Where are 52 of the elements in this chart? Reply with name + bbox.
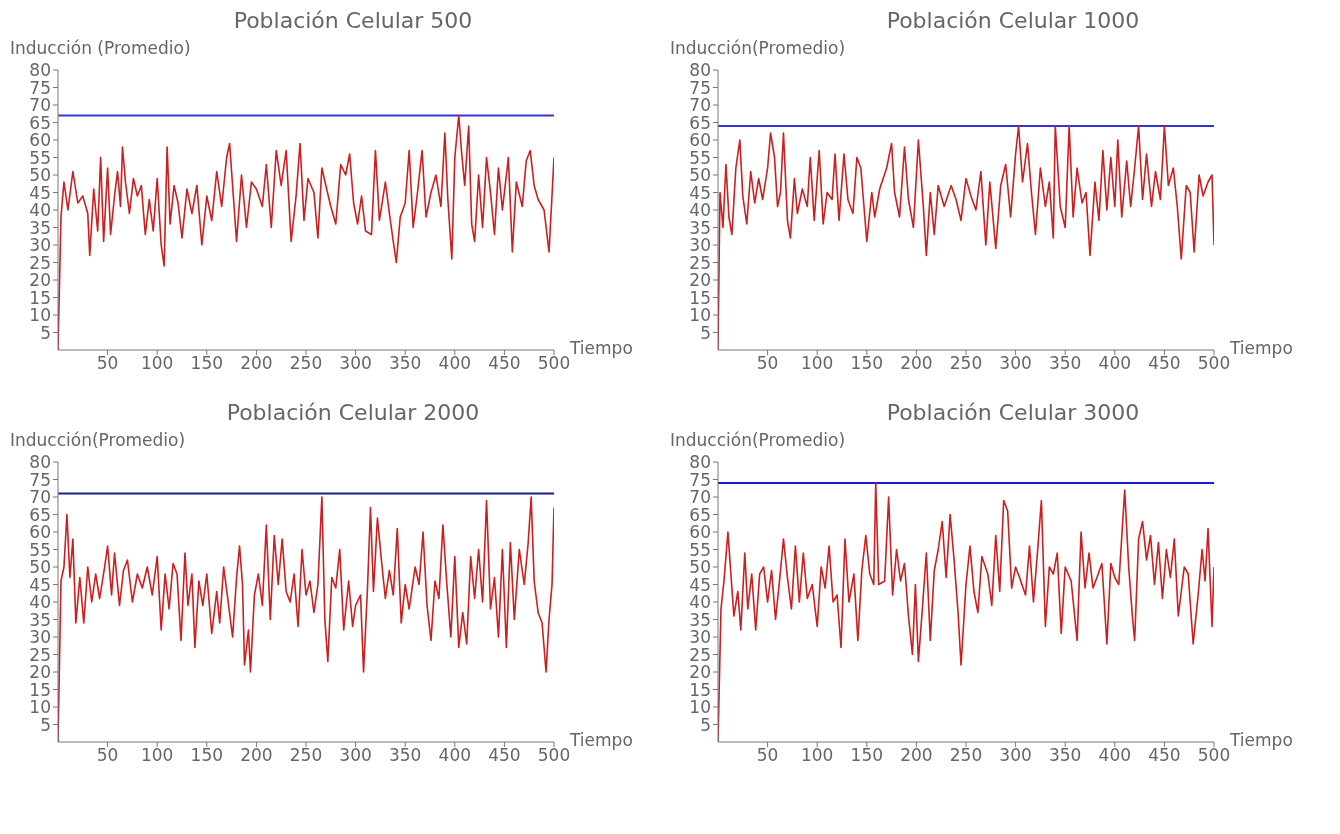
chart-title: Población Celular 3000 <box>885 400 1141 427</box>
x-tick-label: 450 <box>1148 745 1181 766</box>
x-tick-label: 500 <box>1197 745 1231 766</box>
x-tick-label: 300 <box>999 745 1032 766</box>
x-tick-label: 200 <box>240 353 273 374</box>
x-tick-label: 200 <box>900 353 933 374</box>
x-tick-label: 450 <box>488 353 521 374</box>
y-axis-title: Inducción (Promedio) <box>9 38 192 60</box>
x-tick-label: 100 <box>800 745 834 766</box>
x-tick-label: 300 <box>339 745 372 766</box>
x-tick-label: 450 <box>488 745 521 766</box>
x-tick-label: 500 <box>537 353 571 374</box>
x-tick-label: 500 <box>1197 353 1231 374</box>
x-tick-label: 300 <box>339 353 372 374</box>
chart-title: Población Celular 1000 <box>885 8 1141 35</box>
x-tick-label: 350 <box>1048 353 1082 374</box>
x-tick-label: 250 <box>949 745 983 766</box>
x-tick-label: 400 <box>1098 745 1132 766</box>
x-axis-title: Tiempo <box>570 338 633 358</box>
x-tick-label: 200 <box>900 745 933 766</box>
x-tick-label: 50 <box>756 745 779 766</box>
x-tick-label: 300 <box>999 353 1032 374</box>
x-tick-label: 100 <box>800 353 834 374</box>
x-tick-label: 250 <box>289 745 323 766</box>
x-tick-label: 250 <box>289 353 323 374</box>
y-axis-title: Inducción(Promedio) <box>9 430 187 452</box>
x-axis-title: Tiempo <box>1230 730 1293 750</box>
x-tick-label: 100 <box>140 353 174 374</box>
x-tick-label: 500 <box>537 745 571 766</box>
x-tick-label: 50 <box>96 745 119 766</box>
chart-title: Población Celular 500 <box>232 8 474 35</box>
x-tick-label: 100 <box>140 745 174 766</box>
x-tick-label: 350 <box>388 745 422 766</box>
x-tick-label: 350 <box>388 353 422 374</box>
x-tick-label: 450 <box>1148 353 1181 374</box>
x-tick-label: 200 <box>240 745 273 766</box>
x-tick-label: 350 <box>1048 745 1082 766</box>
x-tick-label: 50 <box>96 353 119 374</box>
x-axis-title: Tiempo <box>1230 338 1293 358</box>
x-tick-label: 400 <box>1098 353 1132 374</box>
x-tick-label: 50 <box>756 353 779 374</box>
y-axis-title: Inducción(Promedio) <box>669 430 847 452</box>
x-tick-label: 400 <box>438 353 472 374</box>
x-tick-label: 150 <box>190 745 224 766</box>
x-axis-title: Tiempo <box>570 730 633 750</box>
x-tick-label: 250 <box>949 353 983 374</box>
x-tick-label: 400 <box>438 745 472 766</box>
y-axis-title: Inducción(Promedio) <box>669 38 847 60</box>
x-tick-label: 150 <box>850 745 884 766</box>
chart-title: Población Celular 2000 <box>225 400 481 427</box>
x-tick-label: 150 <box>190 353 224 374</box>
x-tick-label: 150 <box>850 353 884 374</box>
